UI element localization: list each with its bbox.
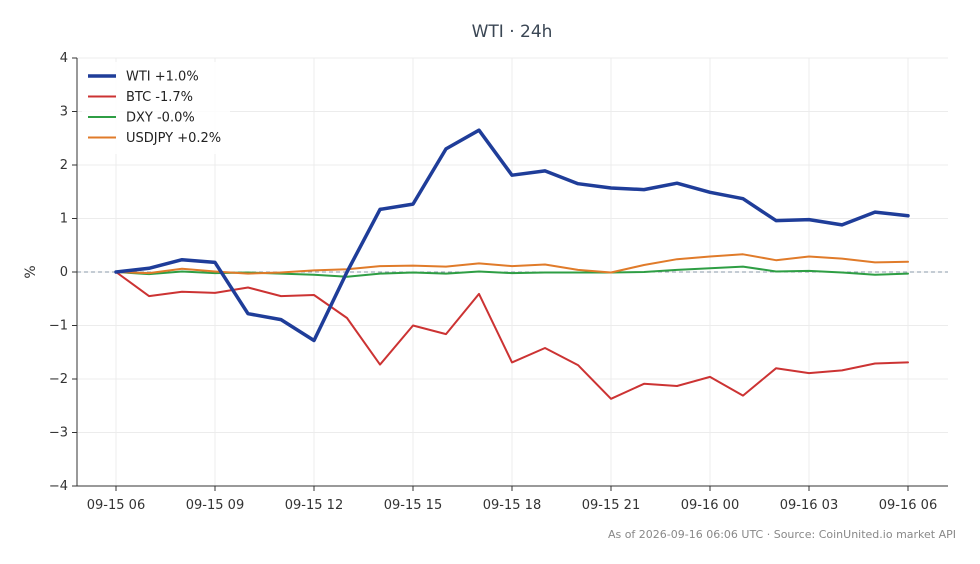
legend-label: USDJPY +0.2% — [126, 131, 221, 146]
y-tick-label: −2 — [49, 372, 68, 387]
series-line-usdjpy — [115, 253, 909, 275]
x-tick-label: 09-16 00 — [681, 498, 739, 513]
x-tick-label: 09-16 03 — [780, 498, 838, 513]
y-tick-label: 4 — [60, 51, 68, 66]
legend-label: BTC -1.7% — [126, 90, 193, 105]
x-tick-label: 09-15 18 — [483, 498, 541, 513]
x-tick-label: 09-15 15 — [384, 498, 442, 513]
x-tick-label: 09-15 09 — [186, 498, 244, 513]
series-line-wti — [114, 128, 910, 343]
x-tick-label: 09-15 06 — [87, 498, 145, 513]
chart-title: WTI · 24h — [472, 22, 553, 42]
legend: WTI +1.0% BTC -1.7% DXY -0.0% USDJPY +0.2% — [82, 62, 230, 154]
axes: −4 −3 −2 −1 0 1 2 3 4 09-15 06 09-15 09 09-15 12 09-… — [49, 51, 948, 513]
y-axis-label: % — [23, 265, 39, 278]
y-tick-label: −1 — [49, 319, 68, 334]
y-tick-label: 1 — [60, 212, 68, 227]
x-tick-label: 09-15 12 — [285, 498, 343, 513]
x-tick-label: 09-16 06 — [879, 498, 937, 513]
series-layer — [114, 128, 910, 400]
y-tick-label: 2 — [60, 158, 68, 173]
series-line-btc — [115, 271, 909, 400]
legend-label: DXY -0.0% — [126, 111, 195, 126]
legend-label: WTI +1.0% — [126, 70, 199, 85]
x-tick-label: 09-15 21 — [582, 498, 640, 513]
y-tick-label: −4 — [49, 479, 68, 494]
y-tick-label: 3 — [60, 105, 68, 120]
y-tick-label: 0 — [60, 265, 68, 280]
y-tick-label: −3 — [49, 426, 68, 441]
series-line-dxy — [115, 265, 909, 278]
footer-note: As of 2026-09-16 06:06 UTC · Source: Coi… — [608, 528, 956, 541]
